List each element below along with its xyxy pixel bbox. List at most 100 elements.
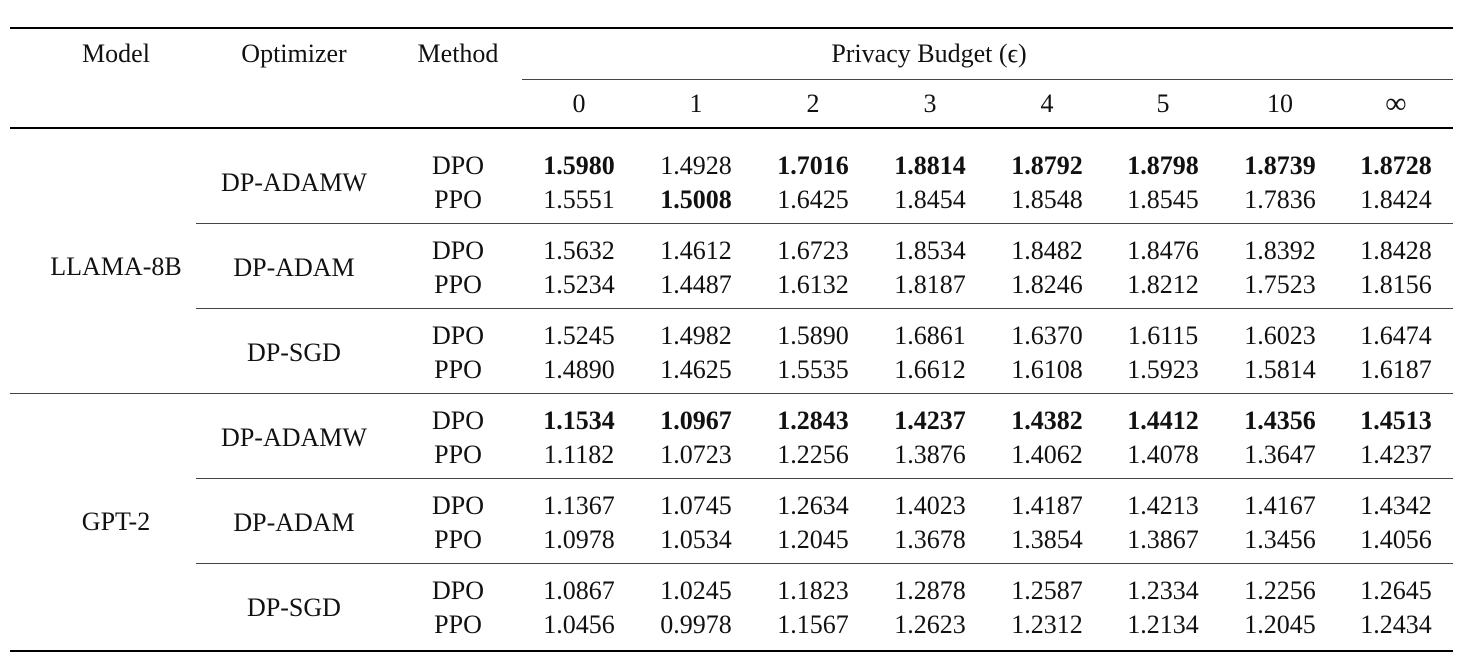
value-cell: 1.6023 [1244,321,1316,350]
value-cell: 1.5551 [543,185,615,214]
value-cell: 1.2587 [1011,576,1083,605]
value-cell: 1.8545 [1127,185,1199,214]
method-name: PPO [434,185,482,214]
epsilon-header: 0 [572,89,586,118]
value-cell: 1.5535 [777,355,849,384]
method-name: PPO [434,355,482,384]
value-cell: 1.7523 [1244,270,1316,299]
value-cell: 1.6474 [1360,321,1432,350]
value-cell: 1.4356 [1244,406,1316,435]
value-cell: 1.6612 [894,355,966,384]
value-cell: 1.5814 [1244,355,1316,384]
method-name: PPO [434,270,482,299]
value-cell: 1.4382 [1011,406,1083,435]
value-cell: 1.8187 [894,270,966,299]
value-cell: 1.2334 [1127,576,1199,605]
value-cell: 1.4023 [894,491,966,520]
value-cell: 1.8482 [1011,236,1083,265]
value-cell: 1.4342 [1360,491,1432,520]
value-cell: 1.6370 [1011,321,1083,350]
value-cell: 1.7836 [1244,185,1316,214]
value-cell: 1.2645 [1360,576,1432,605]
value-cell: 1.0978 [543,525,615,554]
method-name: DPO [431,236,485,265]
value-cell: 1.8798 [1127,151,1199,180]
value-cell: 1.3854 [1011,525,1083,554]
value-cell: 1.0245 [660,576,732,605]
value-cell: 1.0723 [660,440,732,469]
value-cell: 1.2312 [1011,610,1083,639]
value-cell: 1.5980 [543,151,615,180]
value-cell: 1.4078 [1127,440,1199,469]
epsilon-header: 4 [1040,89,1054,118]
value-cell: 1.2623 [894,610,966,639]
value-cell: 1.2434 [1360,610,1432,639]
value-cell: 1.0456 [543,610,615,639]
value-cell: 1.6861 [894,321,966,350]
header-model: Model [82,39,150,68]
method-name: DPO [431,491,485,520]
header-method: Method [417,39,499,68]
method-name: DPO [431,151,485,180]
value-cell: 1.5890 [777,321,849,350]
epsilon-header: 5 [1156,89,1170,118]
value-cell: 1.2045 [1244,610,1316,639]
value-cell: 1.3876 [894,440,966,469]
value-cell: 1.8728 [1360,151,1432,180]
value-cell: 1.0867 [543,576,615,605]
optimizer-name: DP-ADAM [233,253,355,282]
value-cell: 1.7016 [777,151,849,180]
value-cell: 1.6115 [1127,321,1199,350]
method-name: PPO [434,610,482,639]
value-cell: 1.4167 [1244,491,1316,520]
method-name: DPO [431,321,485,350]
value-cell: 1.1823 [777,576,849,605]
value-cell: 1.1182 [543,440,615,469]
value-cell: 1.4890 [543,355,615,384]
value-cell: 1.4412 [1127,406,1199,435]
value-cell: 1.3678 [894,525,966,554]
value-cell: 1.2843 [777,406,849,435]
epsilon-header: 3 [923,89,937,118]
method-name: PPO [434,525,482,554]
value-cell: 1.5632 [543,236,615,265]
value-cell: 1.2134 [1127,610,1199,639]
value-cell: 1.8428 [1360,236,1432,265]
optimizer-name: DP-ADAMW [221,168,367,197]
value-cell: 1.2256 [1244,576,1316,605]
value-cell: 1.1534 [543,406,615,435]
value-cell: 1.4062 [1011,440,1083,469]
value-cell: 1.8739 [1244,151,1316,180]
value-cell: 1.8392 [1244,236,1316,265]
value-cell: 1.0534 [660,525,732,554]
epsilon-header: ∞ [1385,87,1407,120]
value-cell: 1.4982 [660,321,732,350]
method-name: PPO [434,440,482,469]
value-cell: 1.4487 [660,270,732,299]
epsilon-header: 2 [806,89,820,118]
method-name: DPO [431,406,485,435]
value-cell: 1.6425 [777,185,849,214]
value-cell: 1.4625 [660,355,732,384]
value-cell: 1.4187 [1011,491,1083,520]
value-cell: 1.4237 [1360,440,1432,469]
value-cell: 1.2256 [777,440,849,469]
value-cell: 1.8814 [894,151,966,180]
value-cell: 1.8212 [1127,270,1199,299]
value-cell: 1.8792 [1011,151,1083,180]
value-cell: 1.4513 [1360,406,1432,435]
optimizer-name: DP-ADAM [233,508,355,537]
optimizer-name: DP-SGD [247,338,341,367]
value-cell: 1.6723 [777,236,849,265]
value-cell: 1.6132 [777,270,849,299]
bottom-rule [10,650,1453,652]
value-cell: 1.2878 [894,576,966,605]
model-name: LLAMA-8B [50,251,182,281]
value-cell: 1.4213 [1127,491,1199,520]
model-name: GPT-2 [81,506,151,536]
top-rule [10,27,1453,29]
value-cell: 1.5008 [660,185,732,214]
value-cell: 1.1367 [543,491,615,520]
value-cell: 1.0745 [660,491,732,520]
header-privacy-budget: Privacy Budget (ϵ) [831,39,1027,68]
